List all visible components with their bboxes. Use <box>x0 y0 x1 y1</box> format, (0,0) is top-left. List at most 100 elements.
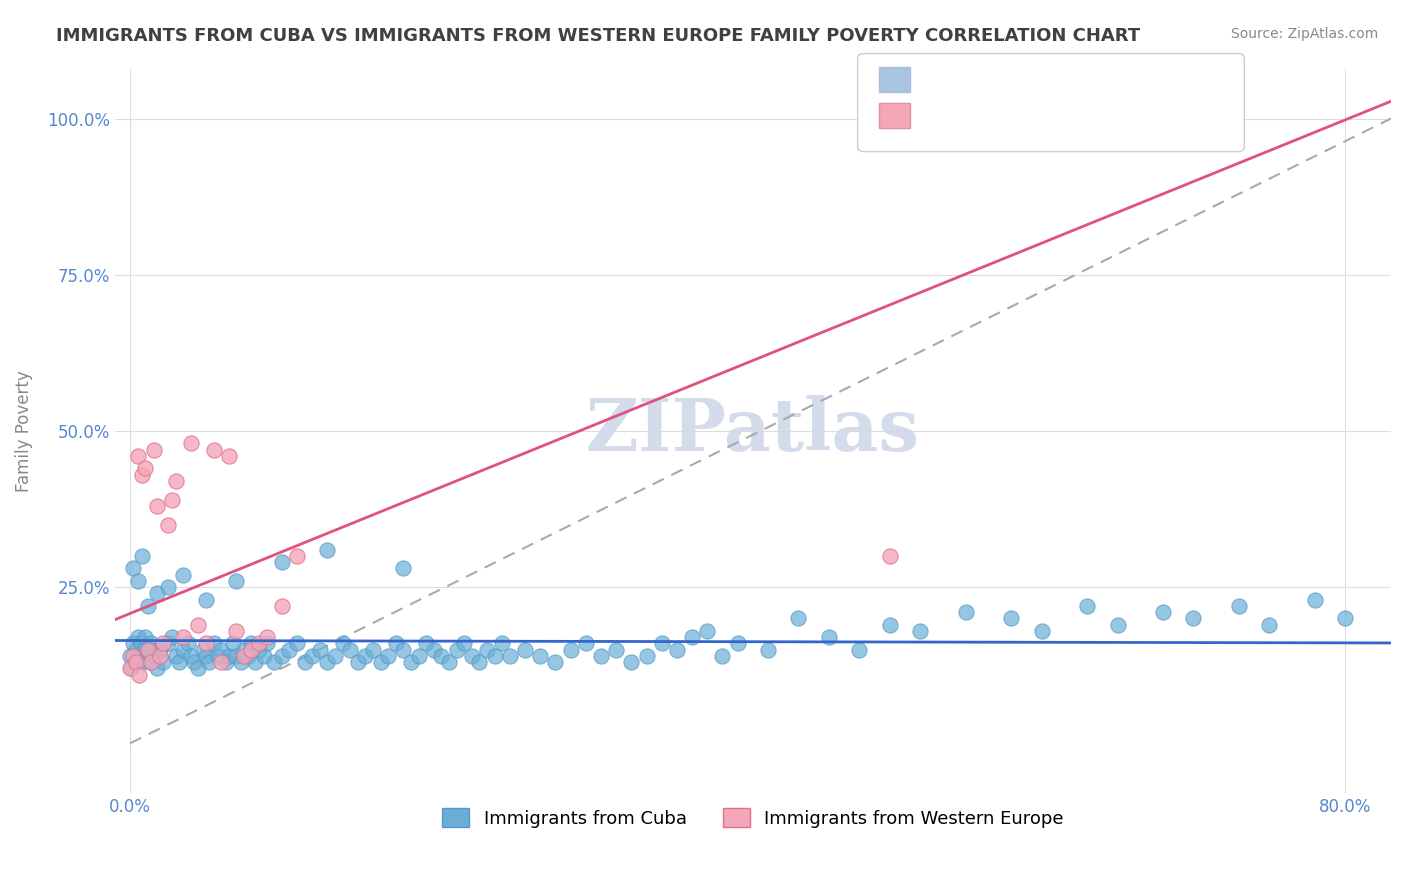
Point <box>141 636 163 650</box>
Point <box>1152 605 1174 619</box>
Point <box>1182 611 1205 625</box>
Text: Source: ZipAtlas.com: Source: ZipAtlas.com <box>1230 27 1378 41</box>
Point <box>125 655 148 669</box>
Point <box>218 449 240 463</box>
Point <box>247 642 270 657</box>
Point <box>256 636 278 650</box>
Point <box>118 648 141 663</box>
Point <box>156 580 179 594</box>
Point <box>339 642 361 657</box>
Point <box>430 648 453 663</box>
Point <box>209 655 232 669</box>
Point <box>129 636 152 650</box>
Point <box>240 636 263 650</box>
Point <box>377 648 399 663</box>
Point <box>172 642 194 657</box>
Point <box>118 661 141 675</box>
Point <box>399 655 422 669</box>
Point <box>696 624 718 638</box>
Point <box>128 667 150 681</box>
Point <box>347 655 370 669</box>
Point <box>446 642 468 657</box>
Point <box>122 636 145 650</box>
Point <box>162 630 184 644</box>
Point <box>134 461 156 475</box>
Point <box>651 636 673 650</box>
Point <box>187 617 209 632</box>
Point <box>162 492 184 507</box>
Text: ZIPatlas: ZIPatlas <box>586 395 920 467</box>
Point <box>194 592 217 607</box>
Point <box>131 467 153 482</box>
Point <box>194 648 217 663</box>
Point <box>176 636 198 650</box>
Point <box>294 655 316 669</box>
Point <box>332 636 354 650</box>
Point <box>146 661 169 675</box>
Point <box>879 549 901 563</box>
Point <box>141 655 163 669</box>
Point <box>1107 617 1129 632</box>
Point <box>229 655 252 669</box>
Point <box>665 642 688 657</box>
Point <box>165 648 187 663</box>
Point <box>156 517 179 532</box>
Point <box>818 630 841 644</box>
Point <box>232 642 254 657</box>
Point <box>122 561 145 575</box>
Point <box>146 499 169 513</box>
Text: R =   0.638   N =   31: R = 0.638 N = 31 <box>924 110 1163 128</box>
Point <box>285 636 308 650</box>
Point <box>589 648 612 663</box>
Point <box>908 624 931 638</box>
Point <box>423 642 446 657</box>
Point <box>1258 617 1281 632</box>
Point <box>711 648 734 663</box>
Point <box>138 655 160 669</box>
Point <box>247 636 270 650</box>
Point <box>1303 592 1326 607</box>
Point <box>491 636 513 650</box>
Point <box>180 436 202 450</box>
Point <box>218 648 240 663</box>
Point <box>127 574 149 588</box>
Point <box>232 648 254 663</box>
Point <box>415 636 437 650</box>
Point <box>243 655 266 669</box>
Point <box>529 648 551 663</box>
Point <box>187 661 209 675</box>
Point <box>238 648 260 663</box>
Point <box>756 642 779 657</box>
Point <box>209 642 232 657</box>
Point <box>122 648 145 663</box>
Point <box>172 567 194 582</box>
Point <box>202 442 225 457</box>
Point <box>408 648 430 663</box>
Point <box>128 648 150 663</box>
Point <box>301 648 323 663</box>
Point <box>848 642 870 657</box>
Point <box>620 655 643 669</box>
Point <box>316 542 339 557</box>
Text: IMMIGRANTS FROM CUBA VS IMMIGRANTS FROM WESTERN EUROPE FAMILY POVERTY CORRELATIO: IMMIGRANTS FROM CUBA VS IMMIGRANTS FROM … <box>56 27 1140 45</box>
Point <box>165 474 187 488</box>
Point <box>879 617 901 632</box>
Point <box>131 655 153 669</box>
Point <box>437 655 460 669</box>
Point <box>461 648 484 663</box>
Point <box>475 642 498 657</box>
Point <box>361 642 384 657</box>
Point <box>468 655 491 669</box>
Point <box>225 574 247 588</box>
Point <box>513 642 536 657</box>
Point <box>127 630 149 644</box>
Point <box>191 642 214 657</box>
Point <box>143 648 166 663</box>
Point <box>167 655 190 669</box>
Point <box>142 642 165 657</box>
Point <box>1000 611 1022 625</box>
Point <box>308 642 330 657</box>
Point <box>681 630 703 644</box>
Point <box>285 549 308 563</box>
Point <box>194 636 217 650</box>
